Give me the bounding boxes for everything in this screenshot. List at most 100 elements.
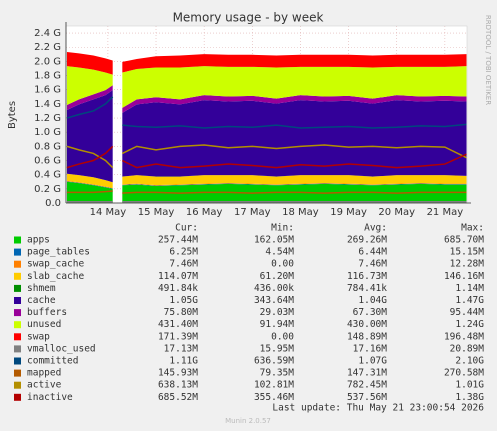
area <box>66 90 113 183</box>
legend-stat: 1.38G <box>455 392 484 403</box>
legend-stat: 431.40M <box>158 319 198 330</box>
y-tick-label: 0.8 G <box>34 141 61 152</box>
y-tick-label: 1.4 G <box>34 99 61 110</box>
x-tick-label: 14 May <box>90 207 127 218</box>
legend-swatch <box>14 369 21 377</box>
legend-stat: 7.46M <box>358 259 387 270</box>
legend-stat: 20.89M <box>450 343 485 354</box>
legend-stat: 116.73M <box>347 271 387 282</box>
legend-swatch <box>14 333 21 341</box>
legend-label: active <box>27 380 62 391</box>
legend-stat: 1.07G <box>358 356 387 367</box>
line <box>66 96 114 119</box>
line <box>121 153 467 169</box>
line <box>122 123 467 129</box>
legend-stat: 29.03M <box>260 307 295 318</box>
legend-stat: 17.16M <box>353 343 388 354</box>
legend-stat: 782.45M <box>347 380 387 391</box>
legend-stat: 436.00k <box>254 283 294 294</box>
legend-stat: 685.52M <box>158 392 198 403</box>
legend-stat: 6.25M <box>169 247 198 258</box>
legend-swatch <box>14 309 21 317</box>
legend-swatch <box>14 272 21 280</box>
footer: Munin 2.0.57 <box>225 417 271 425</box>
legend-label: slab_cache <box>27 271 84 282</box>
legend-stat: 685.70M <box>444 235 484 246</box>
legend-stat: 95.44M <box>450 307 485 318</box>
legend-stat: 1.04G <box>358 295 387 306</box>
y-tick-label: 0.0 <box>45 198 61 209</box>
area <box>66 181 113 189</box>
legend-stat: 269.26M <box>347 235 387 246</box>
x-tick-label: 19 May <box>330 207 367 218</box>
area <box>122 182 467 186</box>
legend-label: shmem <box>27 283 56 294</box>
legend-swatch <box>14 284 21 292</box>
line <box>122 191 467 194</box>
legend-header: Avg: <box>364 223 387 234</box>
legend-stat: 61.20M <box>260 271 295 282</box>
legend-stat: 75.80M <box>164 307 199 318</box>
area <box>122 66 467 108</box>
y-tick-label: 2.4 G <box>34 28 61 39</box>
x-tick-label: 17 May <box>234 207 271 218</box>
area <box>66 85 113 111</box>
legend-swatch <box>14 236 21 244</box>
legend-stat: 171.39M <box>158 331 198 342</box>
legend-stat: 1.05G <box>169 295 198 306</box>
legend-stat: 148.89M <box>347 331 387 342</box>
legend-swatch <box>14 248 21 256</box>
legend-swatch <box>14 260 21 268</box>
legend-stat: 15.95M <box>260 343 295 354</box>
legend-stat: 0.00 <box>271 331 294 342</box>
x-tick-label: 20 May <box>378 207 415 218</box>
legend-stat: 1.14M <box>455 283 484 294</box>
y-axis-label: Bytes <box>7 101 18 129</box>
y-tick-label: 0.2 G <box>34 184 61 195</box>
area <box>122 175 467 186</box>
legend-stat: 1.24G <box>455 319 484 330</box>
x-tick-label: 16 May <box>186 207 223 218</box>
legend-header: Max: <box>461 223 484 234</box>
legend-stat: 270.58M <box>444 368 484 379</box>
legend-stat: 145.93M <box>158 368 198 379</box>
legend-swatch <box>14 357 21 365</box>
legend-stat: 12.28M <box>450 259 485 270</box>
legend-stat: 6.44M <box>358 247 387 258</box>
legend-label: buffers <box>27 307 67 318</box>
legend-stat: 638.13M <box>158 380 198 391</box>
legend-stat: 257.44M <box>158 235 198 246</box>
legend-header: Min: <box>271 223 294 234</box>
x-tick-label: 15 May <box>138 207 175 218</box>
legend-stat: 355.46M <box>254 392 294 403</box>
side-text: RRDTOOL / TOBI OETIKER <box>484 15 492 105</box>
line <box>66 145 114 169</box>
legend-stat: 0.00 <box>271 259 294 270</box>
y-tick-label: 1.2 G <box>34 113 61 124</box>
legend-stat: 91.94M <box>260 319 295 330</box>
legend-swatch <box>14 393 21 401</box>
legend-stat: 147.31M <box>347 368 387 379</box>
y-tick-label: 0.6 G <box>34 156 61 167</box>
last-update: Last update: Thu May 21 23:00:54 2026 <box>272 403 484 414</box>
legend-label: vmalloc_used <box>27 343 96 354</box>
area <box>66 180 113 189</box>
legend-stat: 79.35M <box>260 368 295 379</box>
legend-stat: 114.07M <box>158 271 198 282</box>
legend-stat: 4.54M <box>265 247 294 258</box>
area <box>66 66 113 106</box>
legend-stat: 162.05M <box>254 235 294 246</box>
area <box>66 51 113 75</box>
legend-swatch <box>14 381 21 389</box>
area <box>122 100 467 177</box>
legend-swatch <box>14 297 21 304</box>
legend-header: Cur: <box>175 223 198 234</box>
area <box>66 173 113 188</box>
legend-label: cache <box>27 295 56 306</box>
chart-title: Memory usage - by week <box>173 11 324 25</box>
legend-stat: 1.01G <box>455 380 484 391</box>
legend-stat: 1.47G <box>455 295 484 306</box>
legend-label: inactive <box>27 392 73 403</box>
legend-label: apps <box>27 235 50 246</box>
